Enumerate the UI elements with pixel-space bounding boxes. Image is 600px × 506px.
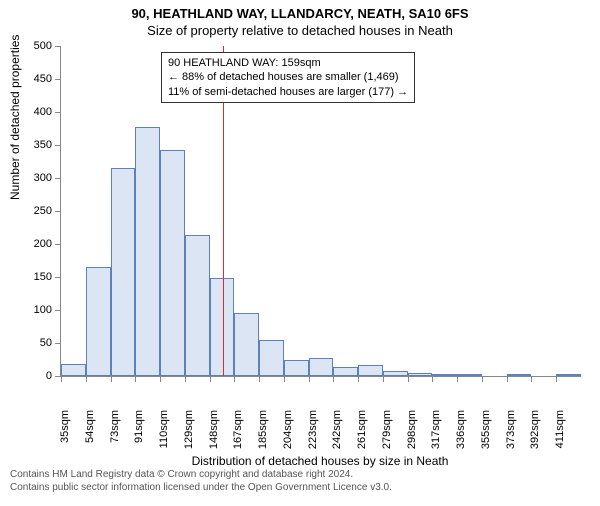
footer-line-2: Contains public sector information licen… (10, 482, 392, 495)
histogram-bar (383, 371, 408, 376)
annotation-line-2: ← 88% of detached houses are smaller (1,… (168, 70, 408, 84)
x-tick (383, 376, 384, 382)
x-tick (531, 376, 532, 382)
histogram-bar (507, 374, 532, 376)
y-tick-label: 400 (12, 106, 52, 118)
footer-attribution: Contains HM Land Registry data © Crown c… (10, 469, 392, 494)
histogram-bar (135, 127, 160, 376)
histogram-bar (86, 267, 111, 376)
x-tick (408, 376, 409, 382)
y-tick (55, 277, 61, 278)
annotation-box: 90 HEATHLAND WAY: 159sqm ← 88% of detach… (161, 52, 415, 103)
y-tick-label: 0 (12, 370, 52, 382)
x-tick (111, 376, 112, 382)
x-tick (135, 376, 136, 382)
y-tick (55, 343, 61, 344)
x-tick (210, 376, 211, 382)
histogram-bar (457, 374, 482, 376)
y-tick (55, 244, 61, 245)
y-tick (55, 79, 61, 80)
footer-line-1: Contains HM Land Registry data © Crown c… (10, 469, 392, 482)
x-tick (309, 376, 310, 382)
histogram-bar (185, 235, 210, 376)
x-tick (185, 376, 186, 382)
histogram-bar (234, 313, 259, 376)
x-tick (86, 376, 87, 382)
y-tick (55, 211, 61, 212)
x-tick (234, 376, 235, 382)
histogram-plot: 35sqm54sqm73sqm91sqm110sqm129sqm148sqm16… (60, 46, 581, 377)
y-tick-label: 250 (12, 205, 52, 217)
y-tick (55, 310, 61, 311)
x-tick (333, 376, 334, 382)
y-tick (55, 112, 61, 113)
y-tick (55, 145, 61, 146)
x-tick (432, 376, 433, 382)
x-tick (284, 376, 285, 382)
histogram-bar (284, 360, 309, 376)
annotation-line-3: 11% of semi-detached houses are larger (… (168, 85, 408, 99)
histogram-bar (61, 364, 86, 376)
y-tick-label: 150 (12, 271, 52, 283)
histogram-bar (358, 365, 383, 376)
histogram-bar (111, 168, 136, 376)
y-tick-label: 200 (12, 238, 52, 250)
y-tick-label: 100 (12, 304, 52, 316)
histogram-bar (408, 373, 433, 376)
page-title: 90, HEATHLAND WAY, LLANDARCY, NEATH, SA1… (0, 6, 600, 21)
histogram-bar (160, 150, 185, 376)
x-tick (259, 376, 260, 382)
page-subtitle: Size of property relative to detached ho… (0, 23, 600, 38)
x-tick (160, 376, 161, 382)
y-tick-label: 350 (12, 139, 52, 151)
chart-area: 35sqm54sqm73sqm91sqm110sqm129sqm148sqm16… (60, 46, 580, 416)
y-tick-label: 50 (12, 337, 52, 349)
histogram-bar (556, 374, 581, 376)
x-tick (556, 376, 557, 382)
y-tick-label: 450 (12, 73, 52, 85)
x-tick (482, 376, 483, 382)
annotation-line-1: 90 HEATHLAND WAY: 159sqm (168, 56, 408, 70)
histogram-bar (309, 358, 334, 376)
histogram-bar (259, 340, 284, 376)
x-tick (358, 376, 359, 382)
x-tick (507, 376, 508, 382)
y-tick (55, 178, 61, 179)
histogram-bar (432, 374, 457, 376)
histogram-bar (333, 367, 358, 376)
y-tick-label: 300 (12, 172, 52, 184)
y-tick (55, 46, 61, 47)
y-tick-label: 500 (12, 40, 52, 52)
x-tick (61, 376, 62, 382)
x-axis-label: Distribution of detached houses by size … (60, 454, 580, 468)
x-tick (457, 376, 458, 382)
